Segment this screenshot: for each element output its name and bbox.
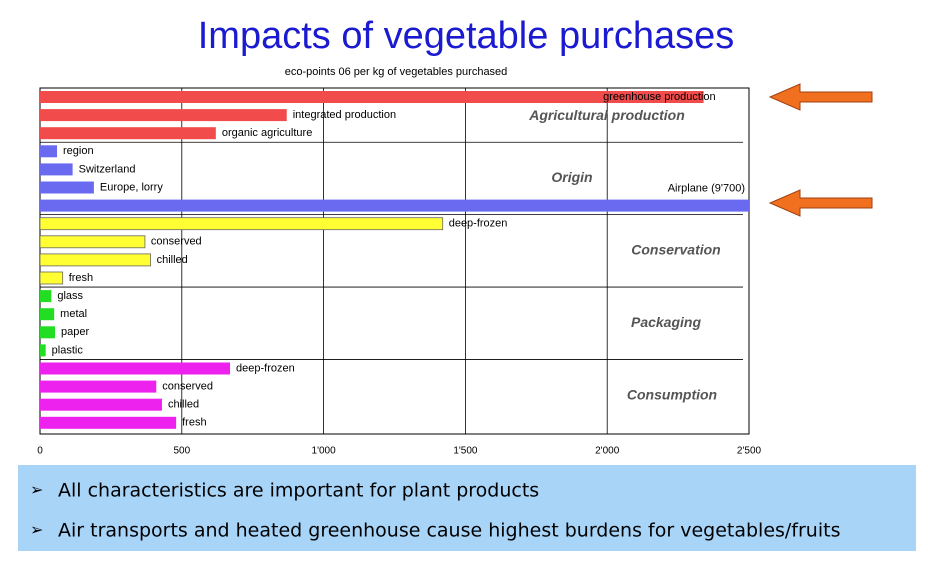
x-tick-label: 500 bbox=[173, 446, 190, 457]
group-label: Agricultural production bbox=[528, 107, 685, 123]
category-label: glass bbox=[57, 290, 83, 302]
category-label: deep-frozen bbox=[236, 362, 295, 374]
x-tick-label: 0 bbox=[37, 446, 43, 457]
bar bbox=[40, 181, 94, 194]
plot: 0 500 1'000 1'500 2'000 2'500 greenhouse produ… bbox=[37, 88, 762, 457]
bar bbox=[40, 308, 55, 321]
bar bbox=[40, 416, 177, 429]
category-label: Switzerland bbox=[79, 163, 136, 175]
bar bbox=[40, 235, 146, 249]
category-label: metal bbox=[60, 308, 87, 320]
arrow bbox=[768, 189, 873, 217]
bar bbox=[40, 109, 287, 122]
bullet-box bbox=[18, 465, 916, 551]
bar bbox=[40, 145, 58, 158]
category-label: greenhouse production bbox=[603, 91, 716, 103]
category-label: paper bbox=[61, 326, 89, 338]
bullet-marker: ➢ bbox=[30, 522, 43, 539]
chart-subtitle: eco-points 06 per kg of vegetables purch… bbox=[285, 66, 508, 78]
bar bbox=[40, 362, 231, 375]
bar bbox=[40, 344, 46, 357]
category-label: integrated production bbox=[293, 109, 396, 121]
category-label: deep-frozen bbox=[449, 218, 508, 230]
category-label: Airplane (9'700) bbox=[668, 183, 745, 195]
category-label: conserved bbox=[162, 381, 213, 393]
category-label: fresh bbox=[182, 417, 206, 429]
group-label: Consumption bbox=[627, 386, 717, 402]
category-label: Europe, lorry bbox=[100, 181, 163, 193]
category-label: chilled bbox=[157, 254, 188, 266]
x-tick-label: 2'500 bbox=[737, 446, 762, 457]
category-label: organic agriculture bbox=[222, 127, 313, 139]
bar bbox=[40, 91, 704, 103]
bar bbox=[40, 398, 162, 411]
bullet-text: All characteristics are important for pl… bbox=[58, 480, 539, 502]
bar bbox=[40, 199, 749, 212]
bar bbox=[40, 326, 56, 339]
bar bbox=[40, 271, 64, 285]
bar bbox=[40, 253, 152, 267]
bar bbox=[40, 380, 157, 393]
category-label: fresh bbox=[69, 272, 93, 284]
group-label: Conservation bbox=[631, 242, 720, 258]
category-label: plastic bbox=[52, 344, 84, 356]
category-label: chilled bbox=[168, 399, 199, 411]
bullet-text: Air transports and heated greenhouse cau… bbox=[58, 520, 840, 542]
arrow bbox=[768, 83, 873, 111]
bar bbox=[40, 127, 216, 140]
x-tick-label: 1'000 bbox=[312, 446, 337, 457]
category-label: region bbox=[63, 145, 94, 157]
group-label: Packaging bbox=[631, 314, 701, 330]
x-tick-label: 1'500 bbox=[453, 446, 478, 457]
bar bbox=[40, 290, 52, 303]
x-tick-label: 2'000 bbox=[595, 446, 620, 457]
category-label: conserved bbox=[151, 236, 202, 248]
bullet-marker: ➢ bbox=[30, 482, 43, 499]
slide-title: Impacts of vegetable purchases bbox=[198, 15, 735, 57]
bar bbox=[40, 163, 73, 176]
bar bbox=[40, 217, 444, 231]
group-label: Origin bbox=[551, 169, 592, 185]
